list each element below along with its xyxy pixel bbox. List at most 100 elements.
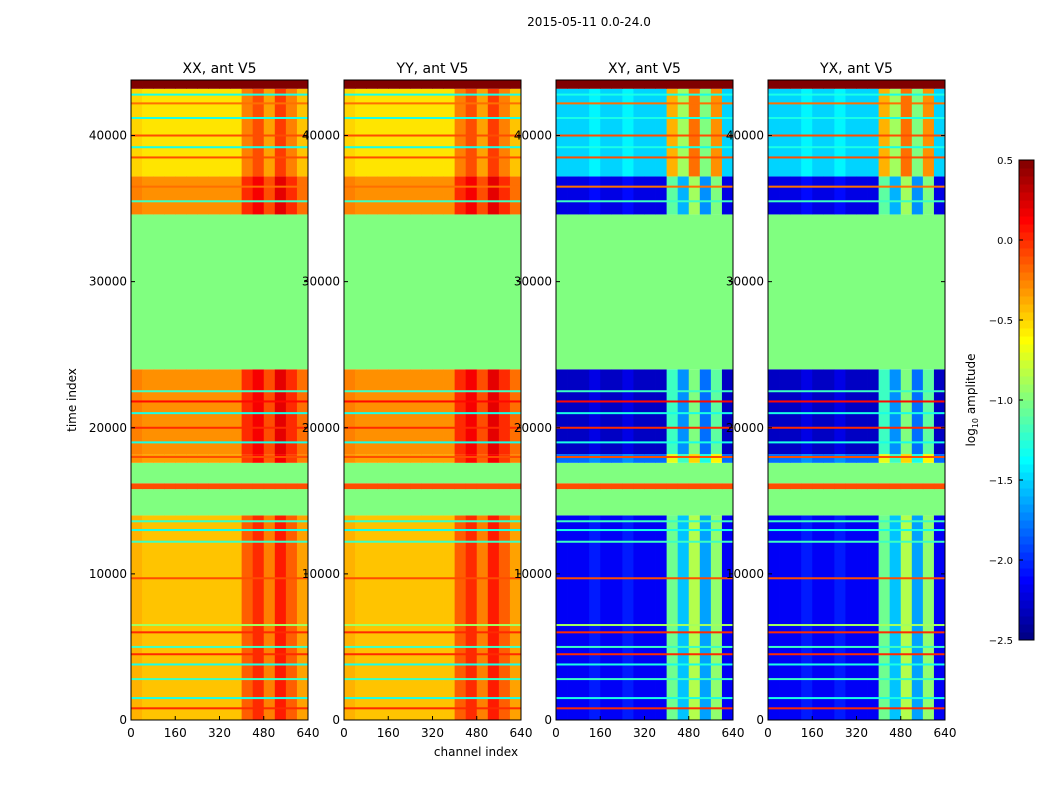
heatmap-cell bbox=[432, 515, 444, 720]
x-tick-label: 320 bbox=[208, 726, 231, 740]
heatmap-cell bbox=[567, 462, 579, 484]
heatmap-cell bbox=[699, 462, 712, 484]
time-stripe bbox=[344, 529, 521, 532]
heatmap-cell bbox=[285, 483, 298, 490]
heatmap-cell bbox=[432, 88, 444, 177]
heatmap-cell bbox=[241, 369, 254, 455]
heatmap-cell bbox=[344, 515, 356, 720]
x-tick-label: 640 bbox=[722, 726, 745, 740]
heatmap-cell bbox=[801, 80, 813, 89]
heatmap-cell bbox=[219, 88, 231, 177]
colorbar: 0.5 0.0 −0.5 −1.0 −1.5 −2.0 −2.5 bbox=[989, 156, 1035, 647]
heatmap-cell bbox=[834, 176, 846, 215]
colorbar-tick-label: −1.5 bbox=[989, 476, 1013, 487]
panel-4: YX, ant V5 0 160 320 480 640 0 10000 20000 30000 4… bbox=[726, 61, 957, 740]
heatmap-cell bbox=[768, 88, 780, 177]
time-stripe bbox=[131, 93, 308, 96]
time-stripe bbox=[131, 185, 308, 188]
heatmap-cell bbox=[388, 483, 400, 490]
heatmap-cell bbox=[443, 515, 456, 720]
heatmap-cell bbox=[252, 489, 265, 516]
heatmap-cell bbox=[556, 214, 568, 370]
heatmap-cell bbox=[175, 489, 187, 516]
time-stripe bbox=[556, 134, 733, 137]
heatmap-cell bbox=[208, 176, 220, 215]
time-stripe bbox=[344, 185, 521, 188]
heatmap-cell bbox=[131, 80, 143, 89]
heatmap-cell bbox=[677, 80, 690, 89]
heatmap-cell bbox=[208, 515, 220, 720]
heatmap-cell bbox=[922, 214, 935, 370]
time-stripe bbox=[131, 455, 308, 458]
heatmap-cell bbox=[677, 176, 690, 215]
heatmap-cell bbox=[556, 515, 568, 720]
heatmap-cell bbox=[285, 176, 298, 215]
time-stripe bbox=[768, 400, 945, 403]
colorbar-segment bbox=[1019, 216, 1034, 225]
heatmap-cell bbox=[410, 369, 422, 455]
colorbar-segment bbox=[1019, 520, 1034, 529]
time-stripe bbox=[556, 441, 733, 444]
heatmap-cell bbox=[790, 483, 802, 490]
heatmap-cell bbox=[677, 369, 690, 455]
heatmap-cell bbox=[834, 88, 846, 177]
heatmap-cell bbox=[589, 214, 601, 370]
heatmap-cell bbox=[421, 515, 433, 720]
heatmap-cell bbox=[611, 515, 623, 720]
heatmap-cell bbox=[153, 369, 165, 455]
heatmap-cell bbox=[366, 88, 378, 177]
heatmap-cell bbox=[845, 515, 857, 720]
heatmap-cell bbox=[622, 462, 634, 484]
heatmap-cell bbox=[219, 489, 231, 516]
x-tick-label: 0 bbox=[764, 726, 772, 740]
time-stripe bbox=[131, 653, 308, 656]
heatmap-cell bbox=[344, 176, 356, 215]
time-stripe bbox=[344, 116, 521, 119]
heatmap-cell bbox=[856, 515, 868, 720]
heatmap-cell bbox=[344, 369, 356, 455]
heatmap-cell bbox=[296, 369, 309, 455]
x-tick-label: 320 bbox=[421, 726, 444, 740]
time-stripe bbox=[768, 185, 945, 188]
heatmap-cell bbox=[801, 489, 813, 516]
heatmap-cell bbox=[790, 88, 802, 177]
x-tick-label: 0 bbox=[552, 726, 560, 740]
heatmap-cell bbox=[845, 483, 857, 490]
heatmap-cell bbox=[399, 462, 411, 484]
heatmap-cell bbox=[241, 454, 254, 463]
heatmap-cell bbox=[710, 214, 723, 370]
heatmap-cell bbox=[889, 483, 902, 490]
heatmap-cell bbox=[779, 454, 791, 463]
heatmap-cell bbox=[823, 80, 835, 89]
heatmap-cell bbox=[285, 80, 298, 89]
heatmap-cell bbox=[410, 462, 422, 484]
time-stripe bbox=[768, 663, 945, 666]
heatmap-cell bbox=[274, 515, 287, 720]
y-tick-label: 30000 bbox=[514, 275, 552, 289]
heatmap-cell bbox=[230, 88, 243, 177]
heatmap-cell bbox=[779, 369, 791, 455]
heatmap-cell bbox=[922, 369, 935, 455]
colorbar-label: log10 amplitude bbox=[964, 354, 980, 447]
heatmap-cell bbox=[834, 489, 846, 516]
panel-2: YY, ant V5 0 160 320 480 640 0 10000 20000 30000 4… bbox=[302, 61, 533, 740]
time-stripe bbox=[768, 200, 945, 203]
heatmap-cell bbox=[241, 176, 254, 215]
heatmap-cell bbox=[487, 483, 500, 490]
time-stripe bbox=[556, 529, 733, 532]
heatmap-cell bbox=[911, 80, 924, 89]
heatmap-cell bbox=[834, 80, 846, 89]
heatmap-cell bbox=[600, 454, 612, 463]
heatmap-cell bbox=[197, 515, 209, 720]
time-stripe bbox=[556, 663, 733, 666]
time-stripe bbox=[131, 520, 308, 523]
heatmap-cell bbox=[911, 369, 924, 455]
heatmap-cell bbox=[922, 515, 935, 720]
heatmap-cell bbox=[454, 80, 467, 89]
heatmap-cell bbox=[355, 88, 367, 177]
heatmap-cell bbox=[443, 88, 456, 177]
heatmap-cell bbox=[153, 483, 165, 490]
heatmap-cell bbox=[465, 515, 478, 720]
heatmap-cell bbox=[812, 176, 824, 215]
heatmap-cell bbox=[344, 88, 356, 177]
